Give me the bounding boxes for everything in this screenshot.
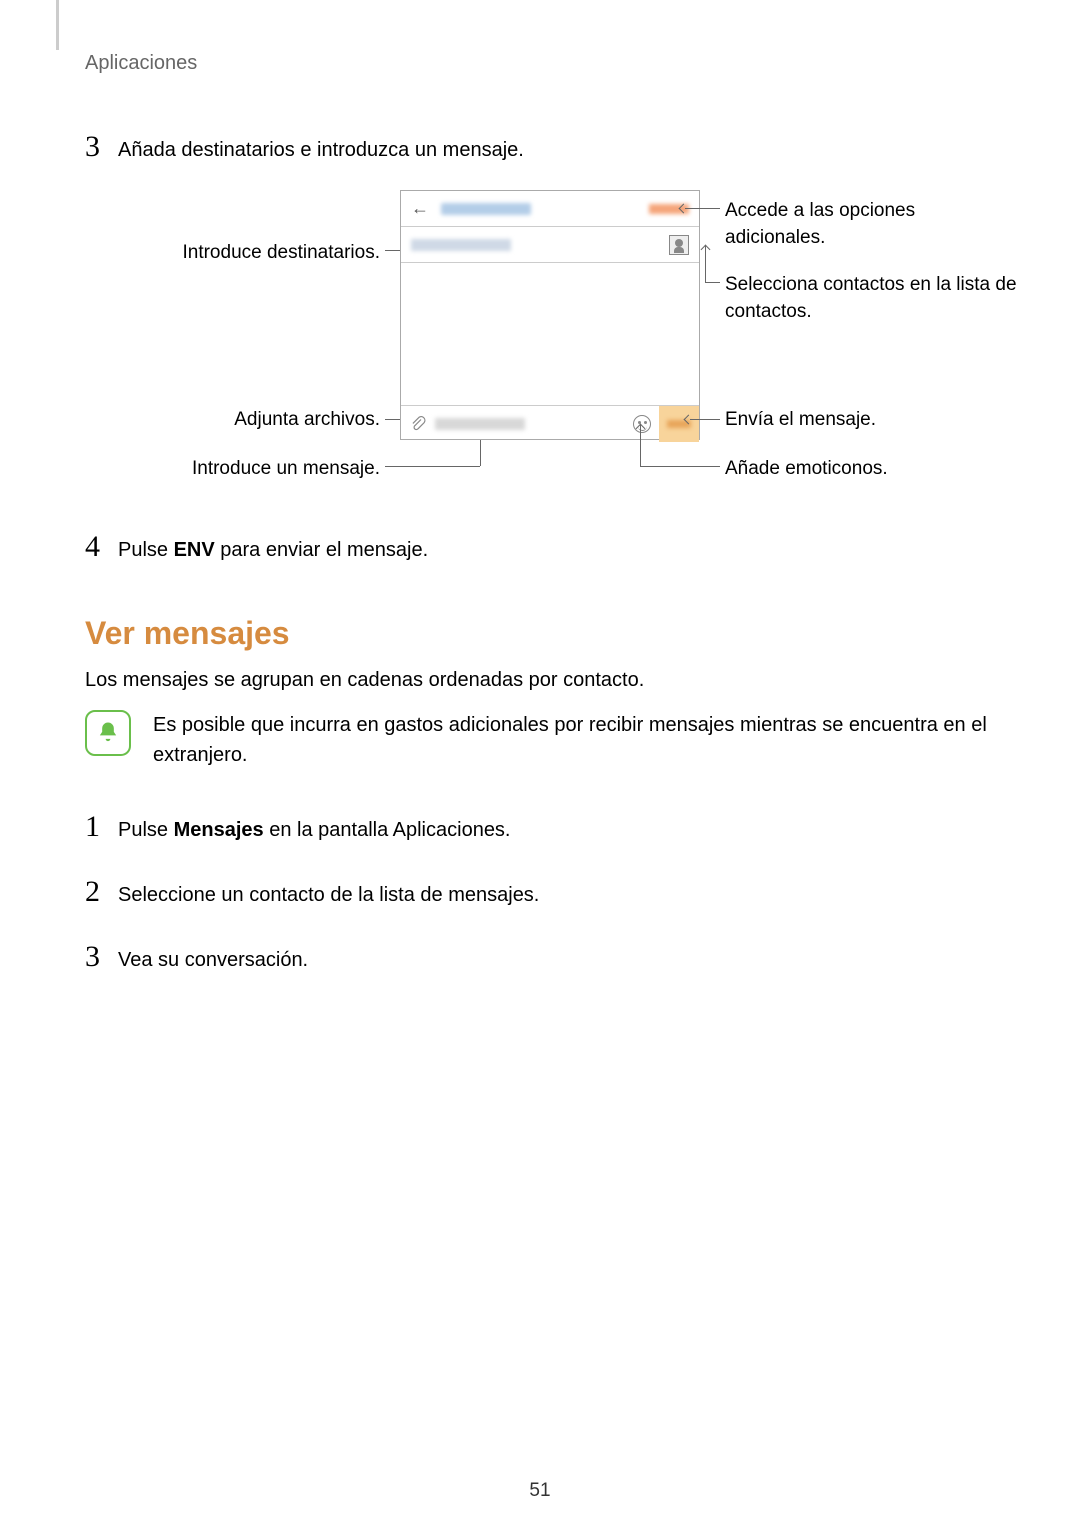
page-corner-rule [56, 0, 59, 50]
send-button [659, 406, 699, 442]
breadcrumb: Aplicaciones [85, 52, 197, 75]
input-placeholder-blur [435, 418, 525, 430]
text-bold: ENV [174, 539, 215, 561]
step-text: Añada destinatarios e introduzca un mens… [118, 139, 524, 162]
intro-paragraph: Los mensajes se agrupan en cadenas orden… [85, 665, 644, 695]
step-text: Pulse Mensajes en la pantalla Aplicacion… [118, 819, 511, 842]
step-b2: 2 Seleccione un contacto de la lista de … [85, 875, 539, 909]
phone-mockup: ← [400, 190, 700, 440]
callout-send: Envía el mensaje. [725, 407, 876, 434]
message-body-area [401, 263, 699, 405]
step-b3: 3 Vea su conversación. [85, 940, 308, 974]
step-4: 4 Pulse ENV para enviar el mensaje. [85, 530, 428, 564]
text-bold: Mensajes [174, 819, 264, 841]
step-number: 3 [85, 940, 100, 974]
recipients-placeholder-blur [411, 239, 511, 251]
input-row [401, 405, 699, 441]
callout-notch [701, 245, 711, 255]
note-text: Es posible que incurra en gastos adicion… [153, 710, 1003, 770]
recipients-row [401, 227, 699, 263]
step-number: 1 [85, 810, 100, 844]
step-b1: 1 Pulse Mensajes en la pantalla Aplicaci… [85, 810, 511, 844]
step-text: Pulse ENV para enviar el mensaje. [118, 539, 428, 562]
contacts-icon [669, 235, 689, 255]
attach-icon [409, 415, 427, 433]
callout-line [690, 419, 720, 420]
callout-recipients: Introduce destinatarios. [100, 240, 380, 267]
text-suffix: en la pantalla Aplicaciones. [264, 819, 511, 841]
step-text: Vea su conversación. [118, 949, 308, 972]
text-suffix: para enviar el mensaje. [215, 539, 428, 561]
callout-line [705, 282, 720, 283]
callout-options: Accede a las opciones adicionales. [725, 198, 980, 251]
callout-line [640, 466, 720, 467]
step-number: 3 [85, 130, 100, 164]
step-number: 2 [85, 875, 100, 909]
step-3: 3 Añada destinatarios e introduzca un me… [85, 130, 524, 164]
back-arrow-icon: ← [411, 198, 429, 219]
callout-line [685, 208, 720, 209]
step-text: Seleccione un contacto de la lista de me… [118, 884, 539, 907]
callout-line [385, 466, 480, 467]
phone-header: ← [401, 191, 699, 227]
text-prefix: Pulse [118, 539, 174, 561]
header-title-blur [441, 203, 531, 215]
note-bell-icon [85, 710, 131, 756]
step-number: 4 [85, 530, 100, 564]
section-heading: Ver mensajes [85, 615, 290, 652]
callout-contacts: Selecciona contactos en la lista de cont… [725, 272, 1025, 325]
message-compose-diagram: Introduce destinatarios. Adjunta archivo… [100, 190, 980, 480]
text-prefix: Pulse [118, 819, 174, 841]
callout-emoji: Añade emoticonos. [725, 456, 888, 483]
callout-message: Introduce un mensaje. [100, 456, 380, 483]
callout-attach: Adjunta archivos. [100, 407, 380, 434]
note-row: Es posible que incurra en gastos adicion… [85, 710, 1003, 770]
page-number: 51 [0, 1480, 1080, 1502]
